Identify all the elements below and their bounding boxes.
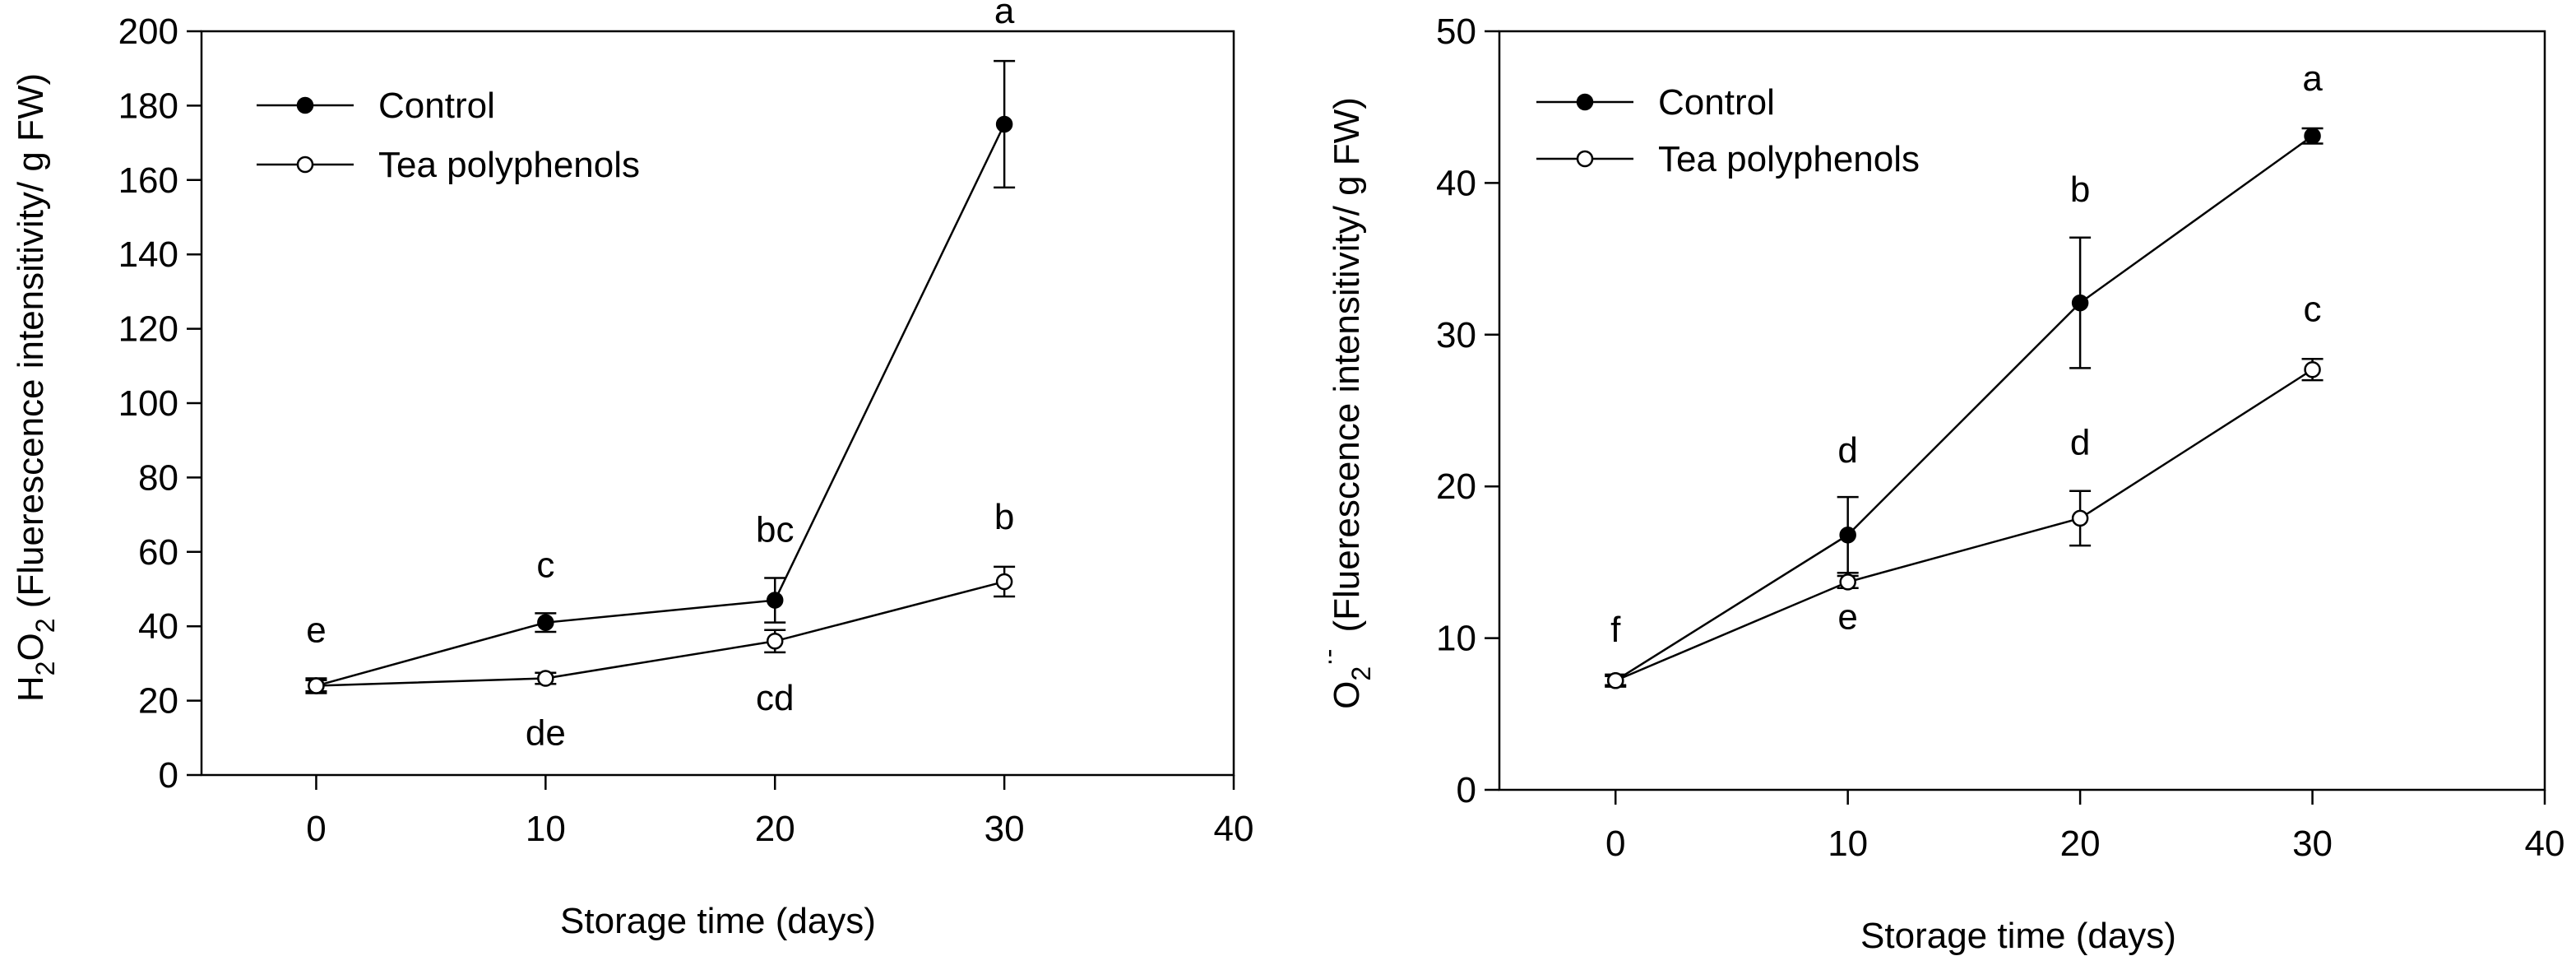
h2o2-legend-control-label: Control bbox=[378, 86, 495, 126]
h2o2-tea-polyphenols-significance-label: cd bbox=[756, 678, 794, 718]
superoxide-x-tick-label: 10 bbox=[1828, 824, 1868, 864]
superoxide-plot-frame bbox=[1498, 30, 2546, 791]
superoxide-tea-polyphenols-point bbox=[1839, 573, 1856, 591]
h2o2-tea-polyphenols-point bbox=[995, 573, 1013, 591]
h2o2-y-tick-label: 40 bbox=[138, 606, 178, 647]
h2o2-x-axis-label: Storage time (days) bbox=[560, 901, 876, 941]
h2o2-y-tick-label: 140 bbox=[118, 234, 178, 275]
h2o2-y-tick-label: 180 bbox=[118, 86, 178, 126]
superoxide-tea-polyphenols-point bbox=[2304, 360, 2321, 378]
superoxide-control-line bbox=[1615, 135, 2314, 682]
superoxide-y-axis-label: O2·-(Fluerescence intensitivity/ g FW) bbox=[1313, 97, 1376, 709]
h2o2-control-line bbox=[316, 123, 1006, 687]
superoxide-control-point bbox=[2071, 294, 2089, 312]
superoxide-control-point bbox=[2304, 127, 2321, 145]
h2o2-tea-polyphenols-significance-label: b bbox=[994, 497, 1014, 537]
superoxide-control-significance-label: a bbox=[2302, 58, 2323, 99]
superoxide-x-tick-label: 20 bbox=[2060, 824, 2101, 864]
superoxide-tea-polyphenols-point bbox=[2071, 509, 2089, 527]
superoxide-legend-tea-polyphenols-label: Tea polyphenols bbox=[1658, 139, 1920, 179]
h2o2-control-point bbox=[995, 115, 1013, 133]
superoxide-legend-control-label: Control bbox=[1658, 82, 1775, 123]
h2o2-y-axis-label: H2O2 (Fluerescence intensitivity/ g FW) bbox=[11, 73, 60, 702]
h2o2-legend-tea-polyphenols-label: Tea polyphenols bbox=[378, 145, 640, 185]
h2o2-tea-polyphenols-line bbox=[316, 580, 1005, 687]
h2o2-x-tick-label: 30 bbox=[985, 809, 1025, 849]
h2o2-y-tick-label: 60 bbox=[138, 532, 178, 573]
superoxide-tea-polyphenols-significance-label: e bbox=[1837, 597, 1857, 638]
h2o2-control-significance-label: bc bbox=[756, 509, 794, 550]
h2o2-tea-polyphenols-point bbox=[766, 633, 784, 650]
h2o2-plot-frame bbox=[200, 30, 1235, 777]
superoxide-control-point bbox=[1839, 526, 1856, 544]
superoxide-y-tick-label: 0 bbox=[1457, 770, 1476, 810]
h2o2-y-tick-label: 20 bbox=[138, 681, 178, 722]
superoxide-x-tick-label: 0 bbox=[1605, 824, 1625, 864]
h2o2-legend-tea-polyphenols-marker bbox=[296, 155, 314, 174]
h2o2-y-tick-label: 80 bbox=[138, 457, 178, 498]
superoxide-y-tick-label: 50 bbox=[1436, 12, 1476, 52]
superoxide-legend-tea-polyphenols-marker bbox=[1576, 150, 1594, 168]
h2o2-x-tick-label: 10 bbox=[526, 809, 566, 849]
h2o2-control-point bbox=[766, 592, 784, 609]
superoxide-y-tick-label: 30 bbox=[1436, 315, 1476, 355]
h2o2-control-point bbox=[537, 614, 554, 631]
superoxide-tea-polyphenols-significance-label: c bbox=[2304, 289, 2322, 329]
h2o2-chart: H2O2 (Fluerescence intensitivity/ g FW) … bbox=[11, 0, 1253, 941]
superoxide-tea-polyphenols-point bbox=[1606, 671, 1624, 689]
superoxide-x-tick-label: 40 bbox=[2525, 824, 2565, 864]
superoxide-x-tick-label: 30 bbox=[2292, 824, 2333, 864]
superoxide-tea-polyphenols-significance-label: d bbox=[2070, 423, 2090, 463]
h2o2-x-tick-label: 20 bbox=[755, 809, 795, 849]
h2o2-tea-polyphenols-significance-label: e bbox=[306, 610, 326, 651]
h2o2-x-tick-label: 0 bbox=[306, 809, 326, 849]
h2o2-x-tick-label: 40 bbox=[1214, 809, 1254, 849]
h2o2-tea-polyphenols-point bbox=[537, 670, 554, 687]
h2o2-y-tick-label: 200 bbox=[118, 12, 178, 52]
superoxide-tea-polyphenols-line bbox=[1615, 369, 2314, 682]
h2o2-control-significance-label: a bbox=[994, 0, 1015, 31]
h2o2-y-tick-label: 160 bbox=[118, 160, 178, 201]
superoxide-x-axis-label: Storage time (days) bbox=[1860, 916, 2176, 956]
superoxide-y-tick-label: 10 bbox=[1436, 619, 1476, 659]
h2o2-legend-control-marker bbox=[296, 96, 314, 114]
h2o2-tea-polyphenols-point bbox=[308, 677, 325, 694]
h2o2-y-tick-label: 120 bbox=[118, 309, 178, 350]
superoxide-y-tick-label: 20 bbox=[1436, 466, 1476, 507]
superoxide-control-significance-label: d bbox=[1837, 430, 1857, 471]
h2o2-y-tick-label: 0 bbox=[159, 755, 178, 796]
superoxide-control-significance-label: f bbox=[1610, 610, 1621, 650]
superoxide-chart: O2·-(Fluerescence intensitivity/ g FW) S… bbox=[1313, 12, 2564, 956]
h2o2-control-significance-label: c bbox=[536, 545, 554, 585]
h2o2-y-tick-label: 100 bbox=[118, 383, 178, 424]
superoxide-control-significance-label: b bbox=[2070, 169, 2090, 210]
superoxide-y-tick-label: 40 bbox=[1436, 163, 1476, 203]
h2o2-tea-polyphenols-significance-label: de bbox=[526, 712, 566, 753]
superoxide-legend-control-marker bbox=[1576, 93, 1594, 111]
